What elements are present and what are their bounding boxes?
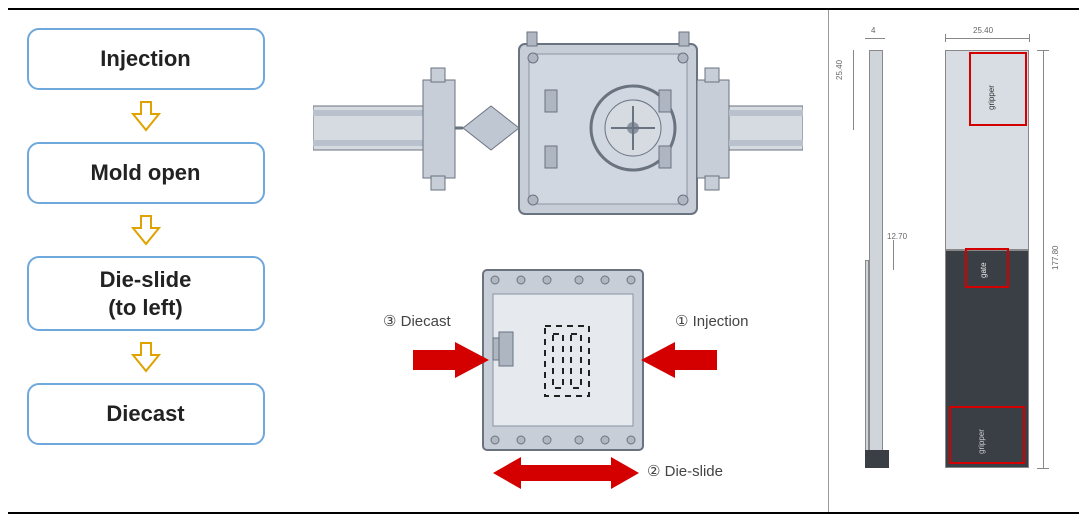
- flow-arrow-icon: [129, 100, 163, 132]
- gripper-bot-box: [949, 406, 1025, 464]
- step-label: Injection: [100, 45, 190, 73]
- gate-label: gate: [979, 262, 988, 278]
- die-slide-arrow-icon: [491, 455, 641, 491]
- callout-text: Diecast: [401, 313, 451, 330]
- callout-num: ①: [675, 313, 688, 330]
- flow-arrow-icon: [129, 341, 163, 373]
- side-profile: [869, 50, 883, 460]
- gripper-bot-label: gripper: [977, 429, 986, 454]
- part-drawing: 25.40 4 25.40 12.70 gripper gate gripper…: [829, 10, 1079, 512]
- step-die-slide: Die-slide (to left): [27, 256, 265, 331]
- callout-diecast: ③ Diecast: [383, 312, 451, 330]
- dim-small: 4: [871, 26, 875, 35]
- step-injection: Injection: [27, 28, 265, 90]
- gripper-top-label: gripper: [987, 85, 996, 110]
- dim-h2: 12.70: [887, 232, 907, 241]
- flow-arrow-icon: [129, 214, 163, 246]
- callout-text: Die-slide: [665, 463, 723, 480]
- process-flow: Injection Mold open Die-slide (to left) …: [8, 10, 283, 512]
- step-diecast: Diecast: [27, 383, 265, 445]
- top-assembly-icon: [313, 20, 803, 240]
- step-label: Diecast: [106, 400, 184, 428]
- diecast-arrow-icon: [411, 340, 491, 380]
- dim-total-h: 177.80: [1051, 246, 1060, 270]
- dim-h1: 25.40: [835, 60, 844, 80]
- step-mold-open: Mold open: [27, 142, 265, 204]
- callout-num: ②: [647, 463, 660, 480]
- machine-diagram: ③ Diecast ① Injection ② Die-slide: [283, 10, 829, 512]
- dim-top-width: 25.40: [973, 26, 993, 35]
- injection-arrow-icon: [639, 340, 719, 380]
- step-label: Die-slide (to left): [100, 266, 192, 321]
- callout-die-slide: ② Die-slide: [647, 462, 723, 480]
- callout-text: Injection: [693, 313, 749, 330]
- step-label: Mold open: [91, 159, 201, 187]
- callout-injection: ① Injection: [675, 312, 749, 330]
- callout-num: ③: [383, 313, 396, 330]
- gripper-top-box: [969, 52, 1027, 126]
